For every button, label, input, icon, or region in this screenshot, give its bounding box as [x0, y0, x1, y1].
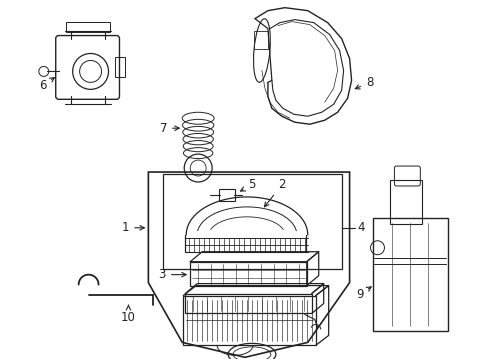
Text: 8: 8 — [355, 76, 372, 89]
Text: 3: 3 — [158, 268, 186, 281]
Text: 6: 6 — [39, 78, 54, 92]
Text: 7: 7 — [159, 122, 179, 135]
Text: 10: 10 — [121, 305, 136, 324]
Text: 5: 5 — [240, 179, 255, 192]
Text: 2: 2 — [264, 179, 285, 207]
Text: 4: 4 — [357, 221, 365, 234]
Text: 1: 1 — [122, 221, 144, 234]
Text: 9: 9 — [355, 287, 370, 301]
